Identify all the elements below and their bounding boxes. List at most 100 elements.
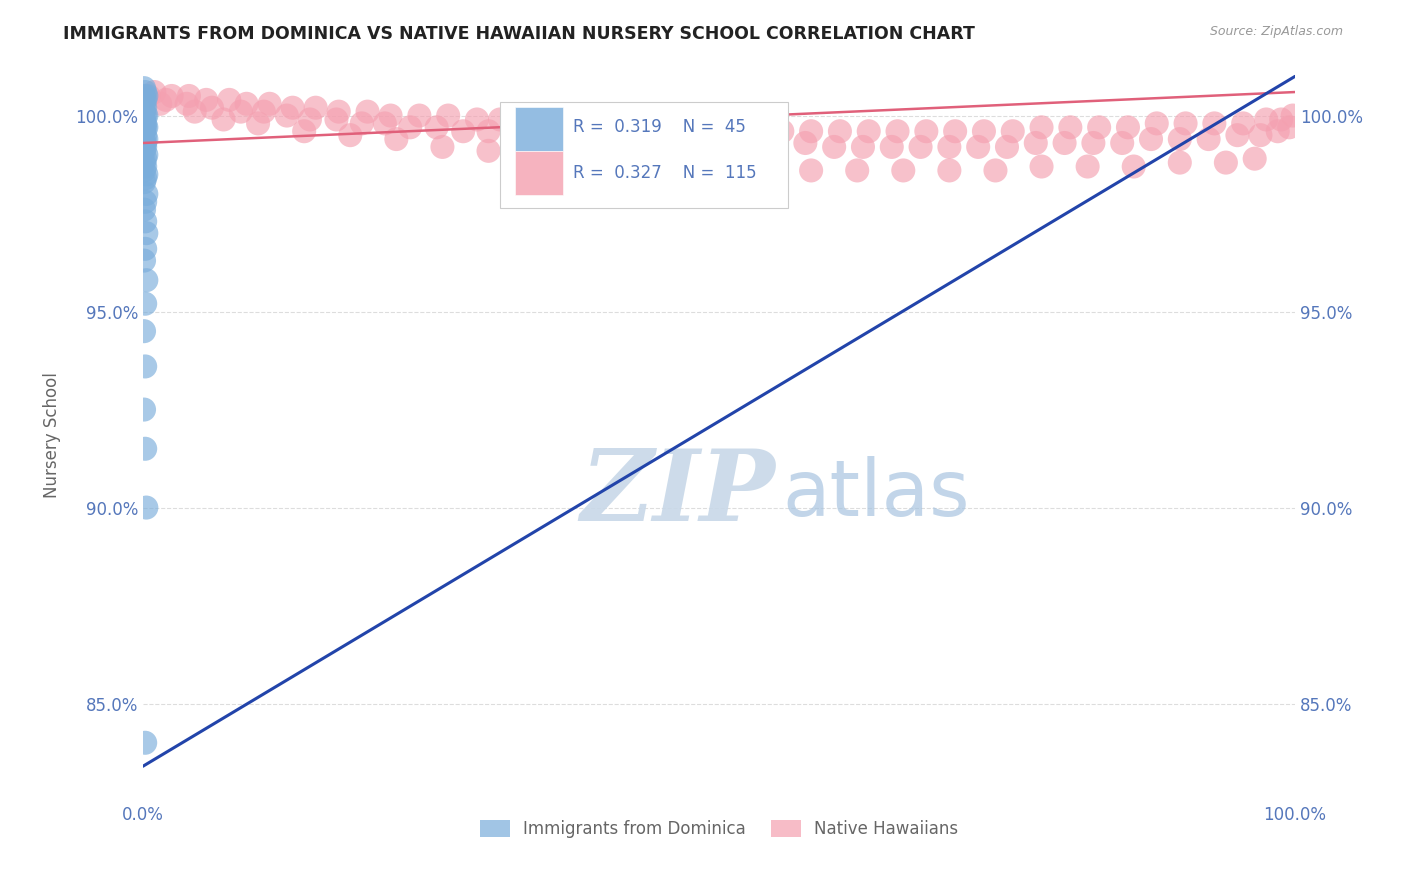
Point	[132, 163, 155, 178]
Point	[650, 132, 672, 146]
Point	[134, 359, 156, 374]
Point	[134, 85, 156, 99]
Point	[523, 147, 546, 161]
Point	[135, 167, 157, 181]
Point	[374, 116, 396, 130]
Point	[794, 136, 817, 150]
Point	[1267, 124, 1289, 138]
Point	[1025, 136, 1047, 150]
Point	[138, 89, 160, 103]
Point	[1198, 132, 1220, 146]
Point	[132, 116, 155, 130]
Point	[432, 140, 454, 154]
Text: R =  0.327    N =  115: R = 0.327 N = 115	[572, 163, 756, 182]
Point	[967, 140, 990, 154]
Point	[134, 160, 156, 174]
Point	[662, 120, 685, 135]
FancyBboxPatch shape	[515, 152, 564, 194]
Point	[399, 120, 422, 135]
Point	[517, 112, 540, 127]
Point	[880, 140, 903, 154]
Point	[155, 93, 177, 107]
Point	[621, 132, 644, 146]
Point	[886, 124, 908, 138]
Text: atlas: atlas	[782, 456, 970, 532]
Point	[973, 124, 995, 138]
Point	[1031, 120, 1053, 135]
Point	[134, 120, 156, 135]
Point	[325, 112, 347, 127]
Point	[1111, 136, 1133, 150]
Point	[1243, 152, 1265, 166]
Point	[132, 202, 155, 217]
Point	[1001, 124, 1024, 138]
Point	[891, 163, 914, 178]
Point	[134, 736, 156, 750]
Point	[564, 128, 586, 143]
Point	[690, 120, 713, 135]
Point	[134, 136, 156, 150]
FancyBboxPatch shape	[501, 102, 789, 208]
Point	[276, 109, 298, 123]
Point	[134, 152, 156, 166]
FancyBboxPatch shape	[515, 107, 564, 151]
Point	[1031, 160, 1053, 174]
Point	[1122, 160, 1144, 174]
Point	[737, 136, 759, 150]
Point	[800, 124, 823, 138]
Point	[915, 124, 938, 138]
Point	[984, 163, 1007, 178]
Point	[134, 140, 156, 154]
Point	[748, 124, 770, 138]
Point	[858, 124, 880, 138]
Point	[135, 186, 157, 201]
Point	[385, 132, 408, 146]
Point	[212, 112, 235, 127]
Point	[135, 120, 157, 135]
Point	[132, 112, 155, 127]
Point	[852, 140, 875, 154]
Point	[477, 144, 499, 158]
Legend: Immigrants from Dominica, Native Hawaiians: Immigrants from Dominica, Native Hawaiia…	[472, 813, 965, 845]
Point	[132, 155, 155, 169]
Point	[477, 124, 499, 138]
Point	[828, 124, 851, 138]
Point	[1226, 128, 1249, 143]
Point	[1116, 120, 1139, 135]
Point	[132, 81, 155, 95]
Point	[1053, 136, 1076, 150]
Point	[910, 140, 932, 154]
Point	[135, 500, 157, 515]
Point	[1281, 109, 1303, 123]
Point	[149, 96, 172, 111]
Point	[616, 155, 638, 169]
Point	[437, 109, 460, 123]
Point	[134, 296, 156, 310]
Point	[298, 112, 321, 127]
Point	[134, 128, 156, 143]
Point	[1088, 120, 1111, 135]
Point	[707, 136, 730, 150]
Point	[547, 116, 569, 130]
Point	[451, 124, 474, 138]
Point	[134, 242, 156, 256]
Point	[506, 124, 529, 138]
Point	[160, 89, 183, 103]
Point	[679, 132, 702, 146]
Point	[195, 93, 218, 107]
Point	[134, 101, 156, 115]
Point	[134, 214, 156, 228]
Point	[569, 152, 592, 166]
Point	[1270, 112, 1292, 127]
Point	[465, 112, 488, 127]
Point	[707, 160, 730, 174]
Point	[995, 140, 1018, 154]
Point	[356, 104, 378, 119]
Point	[380, 109, 402, 123]
Point	[135, 147, 157, 161]
Point	[229, 104, 252, 119]
Point	[938, 140, 960, 154]
Y-axis label: Nursery School: Nursery School	[44, 372, 60, 498]
Point	[770, 124, 793, 138]
Point	[132, 104, 155, 119]
